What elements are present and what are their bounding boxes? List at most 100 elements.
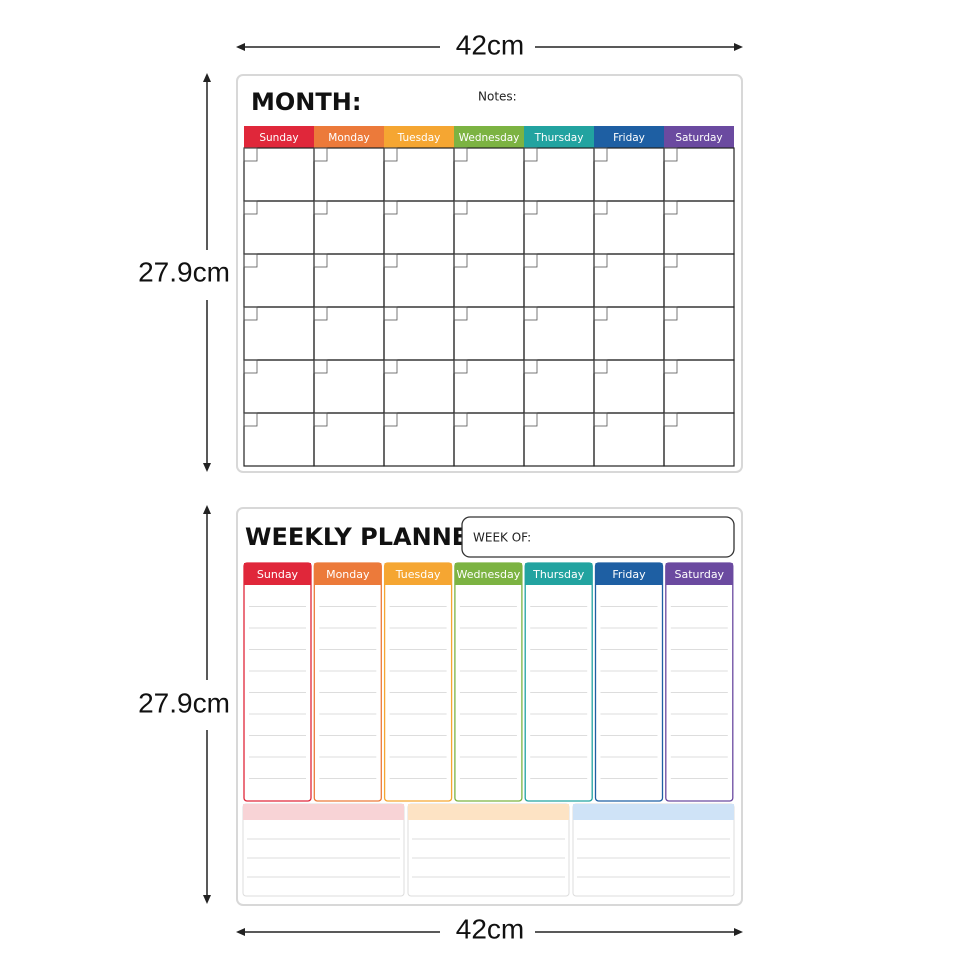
day-label: Wednesday xyxy=(459,132,520,144)
day-header xyxy=(384,126,454,148)
day-header xyxy=(594,126,664,148)
arrow-head xyxy=(236,928,245,936)
date-box xyxy=(663,306,678,321)
date-box xyxy=(313,412,328,427)
date-box xyxy=(383,412,398,427)
date-box xyxy=(523,200,538,215)
date-box xyxy=(593,412,608,427)
day-label: Tuesday xyxy=(397,132,441,144)
date-box xyxy=(383,306,398,321)
day-label: Monday xyxy=(328,132,369,144)
date-box xyxy=(663,359,678,374)
date-box xyxy=(663,253,678,268)
week-of-box xyxy=(461,516,735,558)
date-box xyxy=(593,200,608,215)
date-box xyxy=(453,147,468,162)
date-box xyxy=(663,147,678,162)
arrow-head xyxy=(734,43,743,51)
date-box xyxy=(313,306,328,321)
date-box xyxy=(383,359,398,374)
date-box xyxy=(453,200,468,215)
date-box xyxy=(243,306,258,321)
dimension-lines xyxy=(206,46,739,933)
day-column xyxy=(454,562,523,802)
date-box xyxy=(313,147,328,162)
day-header xyxy=(595,563,663,585)
day-header xyxy=(664,126,734,148)
day-header xyxy=(524,126,594,148)
date-box xyxy=(313,359,328,374)
date-box xyxy=(523,306,538,321)
day-label: Friday xyxy=(612,568,646,581)
date-box xyxy=(453,359,468,374)
date-box xyxy=(243,147,258,162)
day-header xyxy=(314,563,382,585)
date-box xyxy=(593,147,608,162)
monthly-board xyxy=(236,74,743,473)
date-box xyxy=(453,412,468,427)
day-label: Sunday xyxy=(259,132,298,144)
day-column xyxy=(243,562,312,802)
height-label: 27.9cm xyxy=(138,256,230,287)
date-box xyxy=(523,147,538,162)
weekly-grid: Sunday Monday Tuesday Wednesday Thursday Frid… xyxy=(242,562,735,897)
date-box xyxy=(593,359,608,374)
day-label: Friday xyxy=(613,132,645,144)
day-label: Tuesday xyxy=(395,568,441,581)
notes-box-header xyxy=(408,804,569,820)
date-box xyxy=(243,200,258,215)
day-label: Monday xyxy=(326,568,370,581)
weekly-title: WEEKLY PLANNER xyxy=(245,523,487,551)
day-label: Saturday xyxy=(675,132,722,144)
day-column xyxy=(524,562,593,802)
date-box xyxy=(523,359,538,374)
date-box xyxy=(383,147,398,162)
day-label: Saturday xyxy=(675,568,725,581)
date-box xyxy=(593,306,608,321)
day-label: Wednesday xyxy=(457,568,521,581)
width-label: 42cm xyxy=(456,29,524,60)
day-header xyxy=(665,563,733,585)
day-label: Sunday xyxy=(257,568,299,581)
notes-box-header xyxy=(243,804,404,820)
width-label: 42cm xyxy=(456,913,524,944)
arrow-head xyxy=(203,895,211,904)
date-box xyxy=(383,253,398,268)
monthly-grid: Sunday Monday Tuesday Wednesday Thursday Frid… xyxy=(243,126,735,467)
date-box xyxy=(243,359,258,374)
arrow-head xyxy=(236,43,245,51)
date-box xyxy=(453,306,468,321)
day-header xyxy=(454,126,524,148)
height-label: 27.9cm xyxy=(138,687,230,718)
date-box xyxy=(663,412,678,427)
day-label: Thursday xyxy=(532,568,585,581)
arrow-head xyxy=(203,505,211,514)
day-cell xyxy=(663,412,735,467)
day-header xyxy=(384,563,452,585)
day-column xyxy=(383,562,453,802)
day-header xyxy=(244,563,311,585)
date-box xyxy=(383,200,398,215)
notes-label: Notes: xyxy=(478,90,517,104)
date-box xyxy=(313,253,328,268)
date-box xyxy=(243,412,258,427)
date-box xyxy=(243,253,258,268)
day-column xyxy=(594,562,664,802)
date-box xyxy=(593,253,608,268)
date-box xyxy=(313,200,328,215)
arrow-heads xyxy=(203,43,743,936)
day-column xyxy=(665,562,734,802)
day-label: Thursday xyxy=(534,132,584,144)
date-box xyxy=(453,253,468,268)
date-box xyxy=(523,253,538,268)
week-of-label: WEEK OF: xyxy=(473,531,531,545)
day-column xyxy=(313,562,382,802)
day-header xyxy=(525,563,593,585)
day-header xyxy=(454,563,522,585)
monthly-title: MONTH: xyxy=(251,88,361,116)
day-header xyxy=(244,126,314,148)
notes-box-header xyxy=(573,804,734,820)
arrow-head xyxy=(734,928,743,936)
day-header xyxy=(314,126,384,148)
